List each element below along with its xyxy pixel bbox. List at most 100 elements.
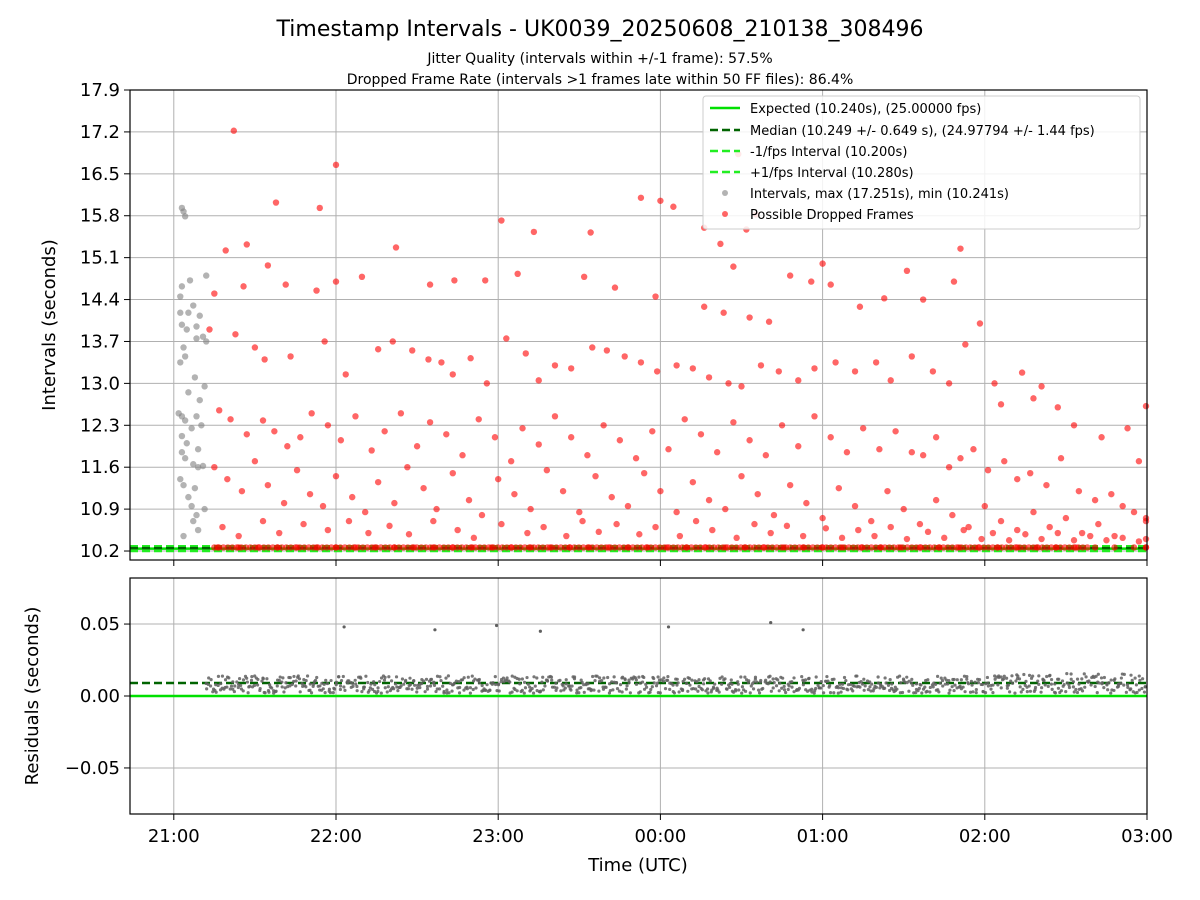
residual-point bbox=[1064, 690, 1068, 694]
dropped-frame-point bbox=[443, 431, 450, 438]
residual-point bbox=[955, 678, 959, 682]
dropped-frame-point bbox=[374, 346, 382, 353]
residual-point bbox=[668, 687, 672, 691]
residual-point bbox=[231, 687, 235, 691]
dropped-frame-point bbox=[1033, 544, 1040, 551]
legend-label-expected: Expected (10.240s), (25.00000 fps) bbox=[750, 102, 981, 117]
residual-point bbox=[508, 680, 512, 684]
dropped-frame-point bbox=[512, 544, 520, 551]
residual-point bbox=[227, 676, 231, 680]
residual-point bbox=[846, 688, 850, 692]
residual-point bbox=[848, 682, 853, 687]
residual-point bbox=[1056, 686, 1061, 690]
residual-point bbox=[624, 687, 628, 691]
residual-point bbox=[782, 684, 786, 689]
dropped-frame-point bbox=[328, 544, 335, 551]
residual-point bbox=[235, 680, 239, 684]
residual-point bbox=[708, 679, 712, 683]
dropped-frame-point bbox=[832, 359, 839, 366]
dropped-frame-point bbox=[352, 544, 359, 551]
dropped-frame-point bbox=[697, 431, 705, 438]
interval-point bbox=[193, 413, 200, 420]
dropped-frame-point bbox=[981, 502, 988, 510]
residual-point bbox=[457, 691, 462, 695]
residual-point bbox=[792, 690, 796, 694]
dropped-frame-point bbox=[1142, 544, 1150, 551]
residual-point bbox=[914, 682, 919, 686]
residual-point bbox=[717, 690, 721, 694]
dropped-frame-point bbox=[624, 544, 632, 551]
dropped-frame-point bbox=[657, 197, 664, 204]
residual-point bbox=[608, 688, 612, 693]
dropped-frame-point bbox=[409, 347, 416, 354]
residual-point bbox=[888, 688, 892, 693]
dropped-frame-point bbox=[674, 544, 682, 551]
dropped-frame-point bbox=[652, 544, 659, 551]
dropped-frame-point bbox=[265, 544, 272, 551]
dropped-frame-point bbox=[254, 544, 262, 551]
interval-point bbox=[183, 440, 190, 447]
residual-point bbox=[705, 687, 710, 691]
dropped-frame-point bbox=[733, 534, 740, 542]
residual-point bbox=[1045, 674, 1049, 679]
y-tick-label: 10.9 bbox=[80, 499, 120, 520]
dropped-frame-point bbox=[903, 535, 911, 543]
residual-point bbox=[465, 687, 469, 691]
dropped-frame-point bbox=[498, 520, 505, 528]
dropped-frame-point bbox=[957, 245, 964, 252]
residual-point bbox=[394, 675, 399, 679]
residual-outlier-point bbox=[494, 623, 499, 628]
residual-point bbox=[614, 681, 618, 685]
interval-point bbox=[180, 532, 187, 540]
residual-point bbox=[592, 688, 596, 692]
residual-point bbox=[931, 685, 935, 689]
residual-point bbox=[323, 691, 327, 695]
legend-box bbox=[702, 95, 1141, 230]
dropped-frame-point bbox=[284, 443, 291, 450]
residual-point bbox=[231, 680, 235, 684]
interval-point bbox=[191, 374, 199, 381]
residual-point bbox=[755, 680, 759, 684]
residual-point bbox=[1140, 686, 1144, 691]
residual-point bbox=[1126, 685, 1130, 689]
interval-point bbox=[177, 293, 184, 300]
dropped-frame-point bbox=[319, 544, 326, 551]
interval-point bbox=[185, 309, 192, 316]
residual-point bbox=[1134, 683, 1139, 687]
dropped-frame-point bbox=[507, 458, 515, 465]
residual-point bbox=[383, 675, 387, 679]
residual-point bbox=[898, 674, 902, 678]
residual-point bbox=[1099, 676, 1104, 680]
residual-point bbox=[852, 684, 856, 688]
residual-point bbox=[728, 685, 732, 690]
residual-point bbox=[790, 680, 794, 684]
dropped-frame-point bbox=[989, 544, 997, 551]
dropped-frame-point bbox=[884, 487, 891, 495]
residual-point bbox=[454, 679, 458, 683]
bottom-ticks: 21:00 22:00 23:00 00:00 01:00 02:00 03:00 0.05 0… bbox=[65, 614, 1173, 847]
residual-point bbox=[249, 678, 254, 682]
residual-point bbox=[839, 690, 843, 694]
dropped-frame-point bbox=[957, 455, 964, 462]
dropped-frame-point bbox=[656, 544, 664, 551]
dropped-frame-point bbox=[962, 544, 970, 551]
dropped-frame-point bbox=[945, 463, 953, 471]
residual-point bbox=[1077, 682, 1081, 686]
residual-point bbox=[868, 685, 872, 689]
dropped-frame-point bbox=[400, 544, 407, 551]
dropped-frame-point bbox=[269, 544, 277, 551]
residual-point bbox=[373, 683, 377, 687]
dropped-frame-point bbox=[955, 544, 963, 551]
residual-point bbox=[1025, 689, 1029, 694]
dropped-frame-point bbox=[300, 520, 307, 528]
dropped-frame-point bbox=[580, 273, 588, 281]
residual-point bbox=[1048, 673, 1052, 677]
dropped-frame-point bbox=[271, 428, 278, 435]
dropped-frame-point bbox=[887, 377, 894, 384]
residual-point bbox=[1067, 683, 1071, 687]
residual-point bbox=[797, 686, 802, 690]
dropped-frame-point bbox=[624, 502, 632, 510]
residual-point bbox=[445, 688, 449, 692]
residual-point bbox=[933, 682, 938, 686]
residual-point bbox=[625, 684, 629, 688]
